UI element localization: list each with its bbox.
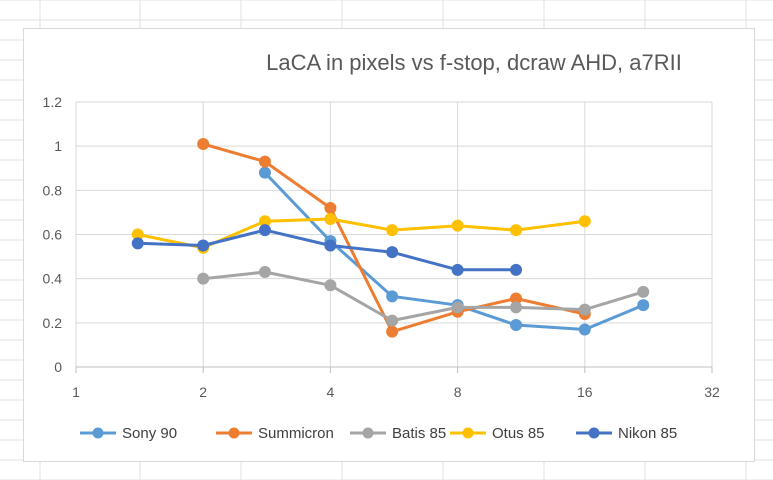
data-point[interactable] xyxy=(324,202,337,214)
data-point[interactable] xyxy=(197,137,210,150)
legend-marker xyxy=(92,427,104,439)
chart-axes: 0 0.2 0.4 0.6 0.8 1 1.2 1 2 4 8 16 32 xyxy=(43,94,720,400)
data-point[interactable] xyxy=(451,301,464,314)
data-point[interactable] xyxy=(637,299,650,312)
data-point[interactable] xyxy=(510,319,523,332)
legend-label: Batis 85 xyxy=(392,425,446,442)
data-point[interactable] xyxy=(324,239,337,252)
data-point[interactable] xyxy=(386,314,399,327)
data-point[interactable] xyxy=(324,213,337,226)
series-layer xyxy=(131,137,650,338)
series-nikon-85[interactable] xyxy=(131,224,523,276)
y-tick-label: 0.8 xyxy=(43,182,63,198)
y-tick-label: 0 xyxy=(54,359,62,375)
data-point[interactable] xyxy=(386,325,399,338)
legend-item[interactable]: Batis 85 xyxy=(350,425,446,442)
x-tick-label: 4 xyxy=(327,384,335,400)
data-point[interactable] xyxy=(386,246,399,259)
legend-item[interactable]: Otus 85 xyxy=(450,425,545,442)
legend-marker xyxy=(462,427,474,439)
chart-legend[interactable]: Sony 90 Summicron Batis 85 Otus 85 Nikon 85 xyxy=(80,425,677,442)
x-tick-label: 32 xyxy=(704,384,720,400)
x-tick-label: 16 xyxy=(577,384,593,400)
data-point[interactable] xyxy=(324,279,337,292)
data-point[interactable] xyxy=(578,215,591,228)
legend-label: Nikon 85 xyxy=(618,425,677,442)
line-chart: LaCA in pixels vs f-stop, dcraw AHD, a7R… xyxy=(43,50,720,442)
data-point[interactable] xyxy=(197,239,210,252)
chart-area[interactable]: LaCA in pixels vs f-stop, dcraw AHD, a7R… xyxy=(23,28,755,462)
data-point[interactable] xyxy=(258,266,271,279)
data-point[interactable] xyxy=(510,224,523,237)
data-point[interactable] xyxy=(451,219,464,232)
y-tick-label: 0.6 xyxy=(43,227,63,243)
data-point[interactable] xyxy=(510,301,523,314)
legend-marker xyxy=(588,427,600,439)
legend-marker xyxy=(228,427,240,439)
data-point[interactable] xyxy=(197,272,210,285)
series-batis-85[interactable] xyxy=(197,266,650,327)
x-tick-label: 1 xyxy=(72,384,80,400)
data-point[interactable] xyxy=(386,290,399,303)
legend-item[interactable]: Nikon 85 xyxy=(576,425,677,442)
data-point[interactable] xyxy=(258,224,271,237)
data-point[interactable] xyxy=(258,155,271,168)
legend-item[interactable]: Sony 90 xyxy=(80,425,177,442)
x-tick-label: 2 xyxy=(199,384,207,400)
chart-title: LaCA in pixels vs f-stop, dcraw AHD, a7R… xyxy=(266,50,682,75)
data-point[interactable] xyxy=(258,166,271,179)
data-point[interactable] xyxy=(510,263,523,276)
x-tick-label: 8 xyxy=(454,384,462,400)
legend-label: Sony 90 xyxy=(122,425,177,442)
data-point[interactable] xyxy=(386,224,399,237)
data-point[interactable] xyxy=(451,263,464,276)
legend-label: Summicron xyxy=(258,425,334,442)
data-point[interactable] xyxy=(578,323,591,336)
series-line[interactable] xyxy=(203,270,644,323)
y-tick-label: 0.4 xyxy=(43,271,63,287)
legend-item[interactable]: Summicron xyxy=(216,425,334,442)
data-point[interactable] xyxy=(637,285,650,298)
data-point[interactable] xyxy=(131,237,144,250)
y-tick-label: 1.2 xyxy=(43,94,63,110)
legend-label: Otus 85 xyxy=(492,425,545,442)
y-tick-label: 1 xyxy=(54,138,62,154)
y-tick-label: 0.2 xyxy=(43,315,63,331)
legend-marker xyxy=(362,427,374,439)
data-point[interactable] xyxy=(578,303,591,316)
